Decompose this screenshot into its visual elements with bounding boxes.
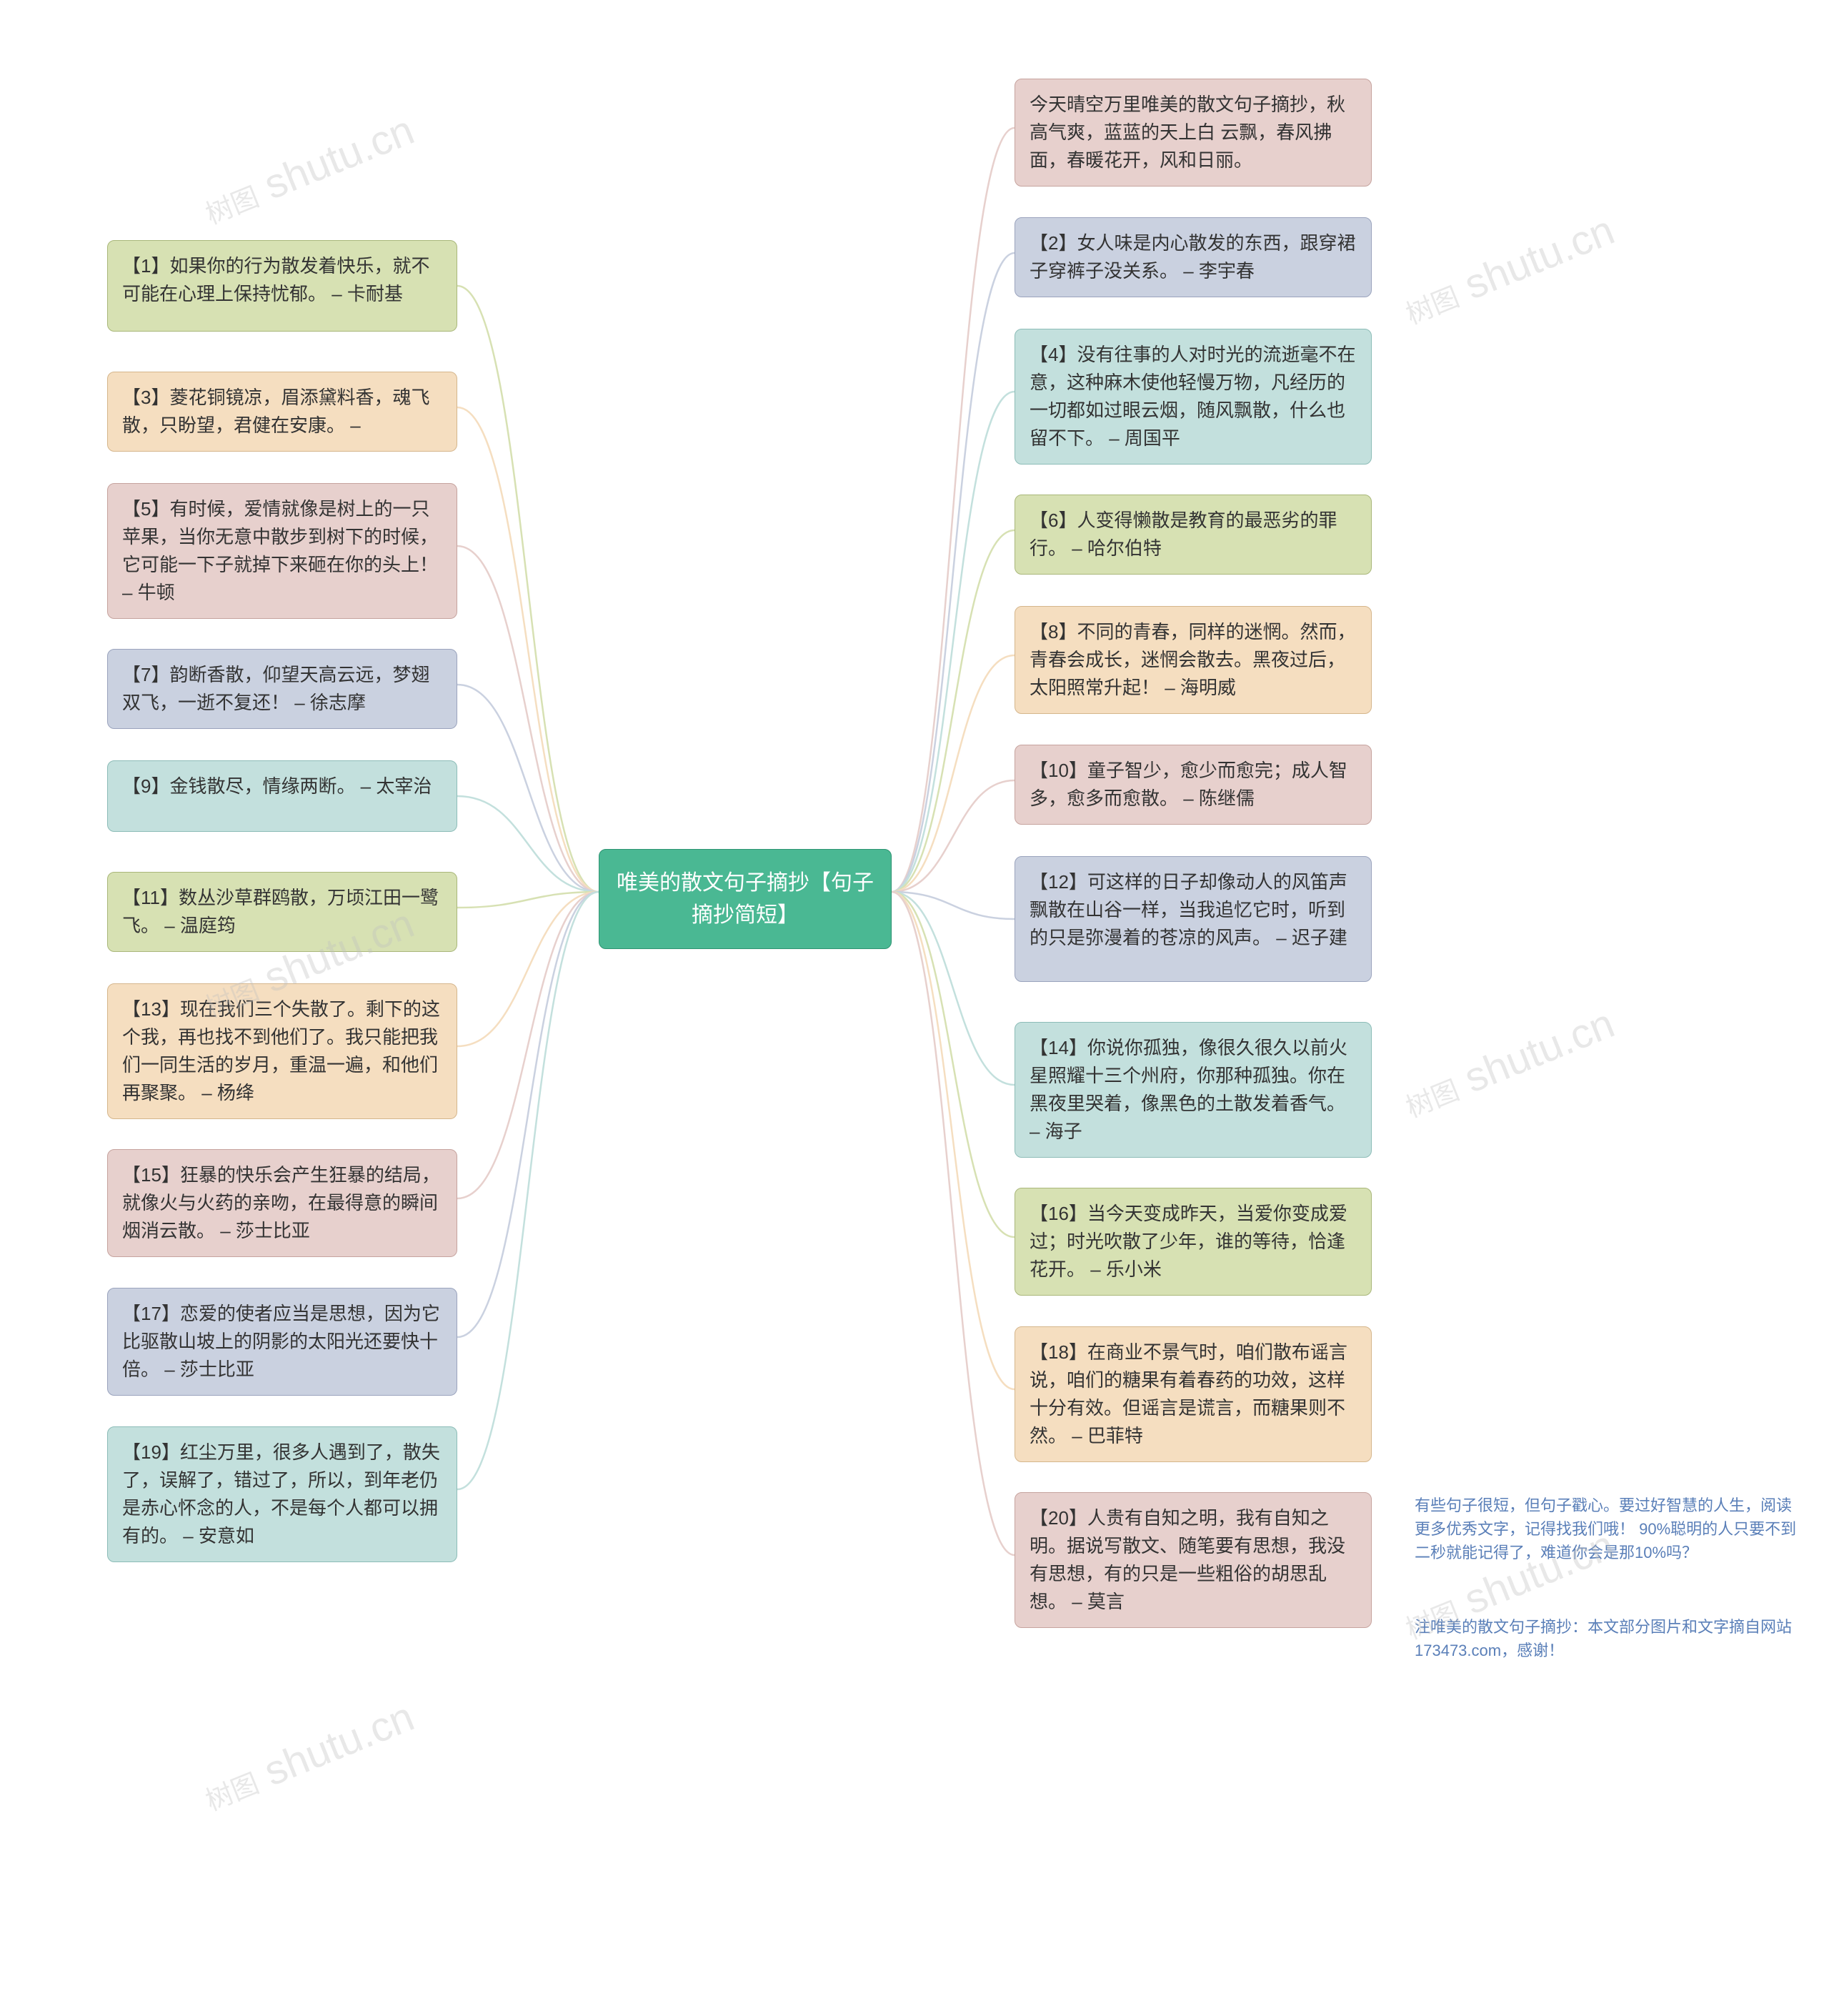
- right-node-9: 【18】在商业不景气时，咱们散布谣言说，咱们的糖果有着春药的功效，这样十分有效。…: [1015, 1326, 1372, 1462]
- right-node-0: 今天晴空万里唯美的散文句子摘抄，秋高气爽，蓝蓝的天上白 云飘，春风拂面，春暖花开…: [1015, 79, 1372, 187]
- right-node-3: 【6】人变得懒散是教育的最恶劣的罪行。 – 哈尔伯特: [1015, 495, 1372, 575]
- watermark-4: 树图 shutu.cn: [196, 1692, 421, 1820]
- right-node-6: 【12】可这样的日子却像动人的风笛声飘散在山谷一样，当我追忆它时，听到的只是弥漫…: [1015, 856, 1372, 982]
- left-node-3: 【7】韵断香散，仰望天高云远，梦翅双飞，一逝不复还！ – 徐志摩: [107, 649, 457, 729]
- center-node: 唯美的散文句子摘抄【句子摘抄简短】: [599, 849, 892, 949]
- left-node-8: 【17】恋爱的使者应当是思想，因为它比驱散山坡上的阴影的太阳光还要快十倍。 – …: [107, 1288, 457, 1396]
- right-node-2: 【4】没有往事的人对时光的流逝毫不在意，这种麻木使他轻慢万物，凡经历的一切都如过…: [1015, 329, 1372, 465]
- left-node-4: 【9】金钱散尽，情缘两断。 – 太宰治: [107, 760, 457, 832]
- watermark-3: 树图 shutu.cn: [1397, 999, 1621, 1127]
- left-node-9: 【19】红尘万里，很多人遇到了，散失了，误解了，错过了，所以，到年老仍是赤心怀念…: [107, 1426, 457, 1562]
- right-node-1: 【2】女人味是内心散发的东西，跟穿裙子穿裤子没关系。 – 李宇春: [1015, 217, 1372, 297]
- right-node-5: 【10】童子智少，愈少而愈完；成人智多，愈多而愈散。 – 陈继儒: [1015, 745, 1372, 825]
- left-node-0: 【1】如果你的行为散发着快乐，就不可能在心理上保持忧郁。 – 卡耐基: [107, 240, 457, 332]
- right-node-8: 【16】当今天变成昨天，当爱你变成爱过；时光吹散了少年，谁的等待，恰逢花开。 –…: [1015, 1188, 1372, 1296]
- right-node-7: 【14】你说你孤独，像很久很久以前火星照耀十三个州府，你那种孤独。你在黑夜里哭着…: [1015, 1022, 1372, 1158]
- left-node-7: 【15】狂暴的快乐会产生狂暴的结局，就像火与火药的亲吻，在最得意的瞬间烟消云散。…: [107, 1149, 457, 1257]
- left-node-5: 【11】数丛沙草群鸥散，万顷江田一鹭飞。 – 温庭筠: [107, 872, 457, 952]
- left-node-1: 【3】菱花铜镜凉，眉添黛料香，魂飞散，只盼望，君健在安康。 –: [107, 372, 457, 452]
- left-node-6: 【13】现在我们三个失散了。剩下的这个我，再也找不到他们了。我只能把我们一同生活…: [107, 983, 457, 1119]
- right-node-4: 【8】不同的青春，同样的迷惘。然而，青春会成长，迷惘会散去。黑夜过后，太阳照常升…: [1015, 606, 1372, 714]
- footnote-0: 有些句子很短，但句子戳心。要过好智慧的人生，阅读更多优秀文字，记得找我们哦！ 9…: [1415, 1494, 1800, 1564]
- right-node-10: 【20】人贵有自知之明，我有自知之明。据说写散文、随笔要有思想，我没有思想，有的…: [1015, 1492, 1372, 1628]
- footnote-1: 注唯美的散文句子摘抄：本文部分图片和文字摘自网站173473.com，感谢！: [1415, 1615, 1800, 1662]
- left-node-2: 【5】有时候，爱情就像是树上的一只苹果，当你无意中散步到树下的时候，它可能一下子…: [107, 483, 457, 619]
- watermark-0: 树图 shutu.cn: [196, 106, 421, 234]
- watermark-1: 树图 shutu.cn: [1397, 206, 1621, 334]
